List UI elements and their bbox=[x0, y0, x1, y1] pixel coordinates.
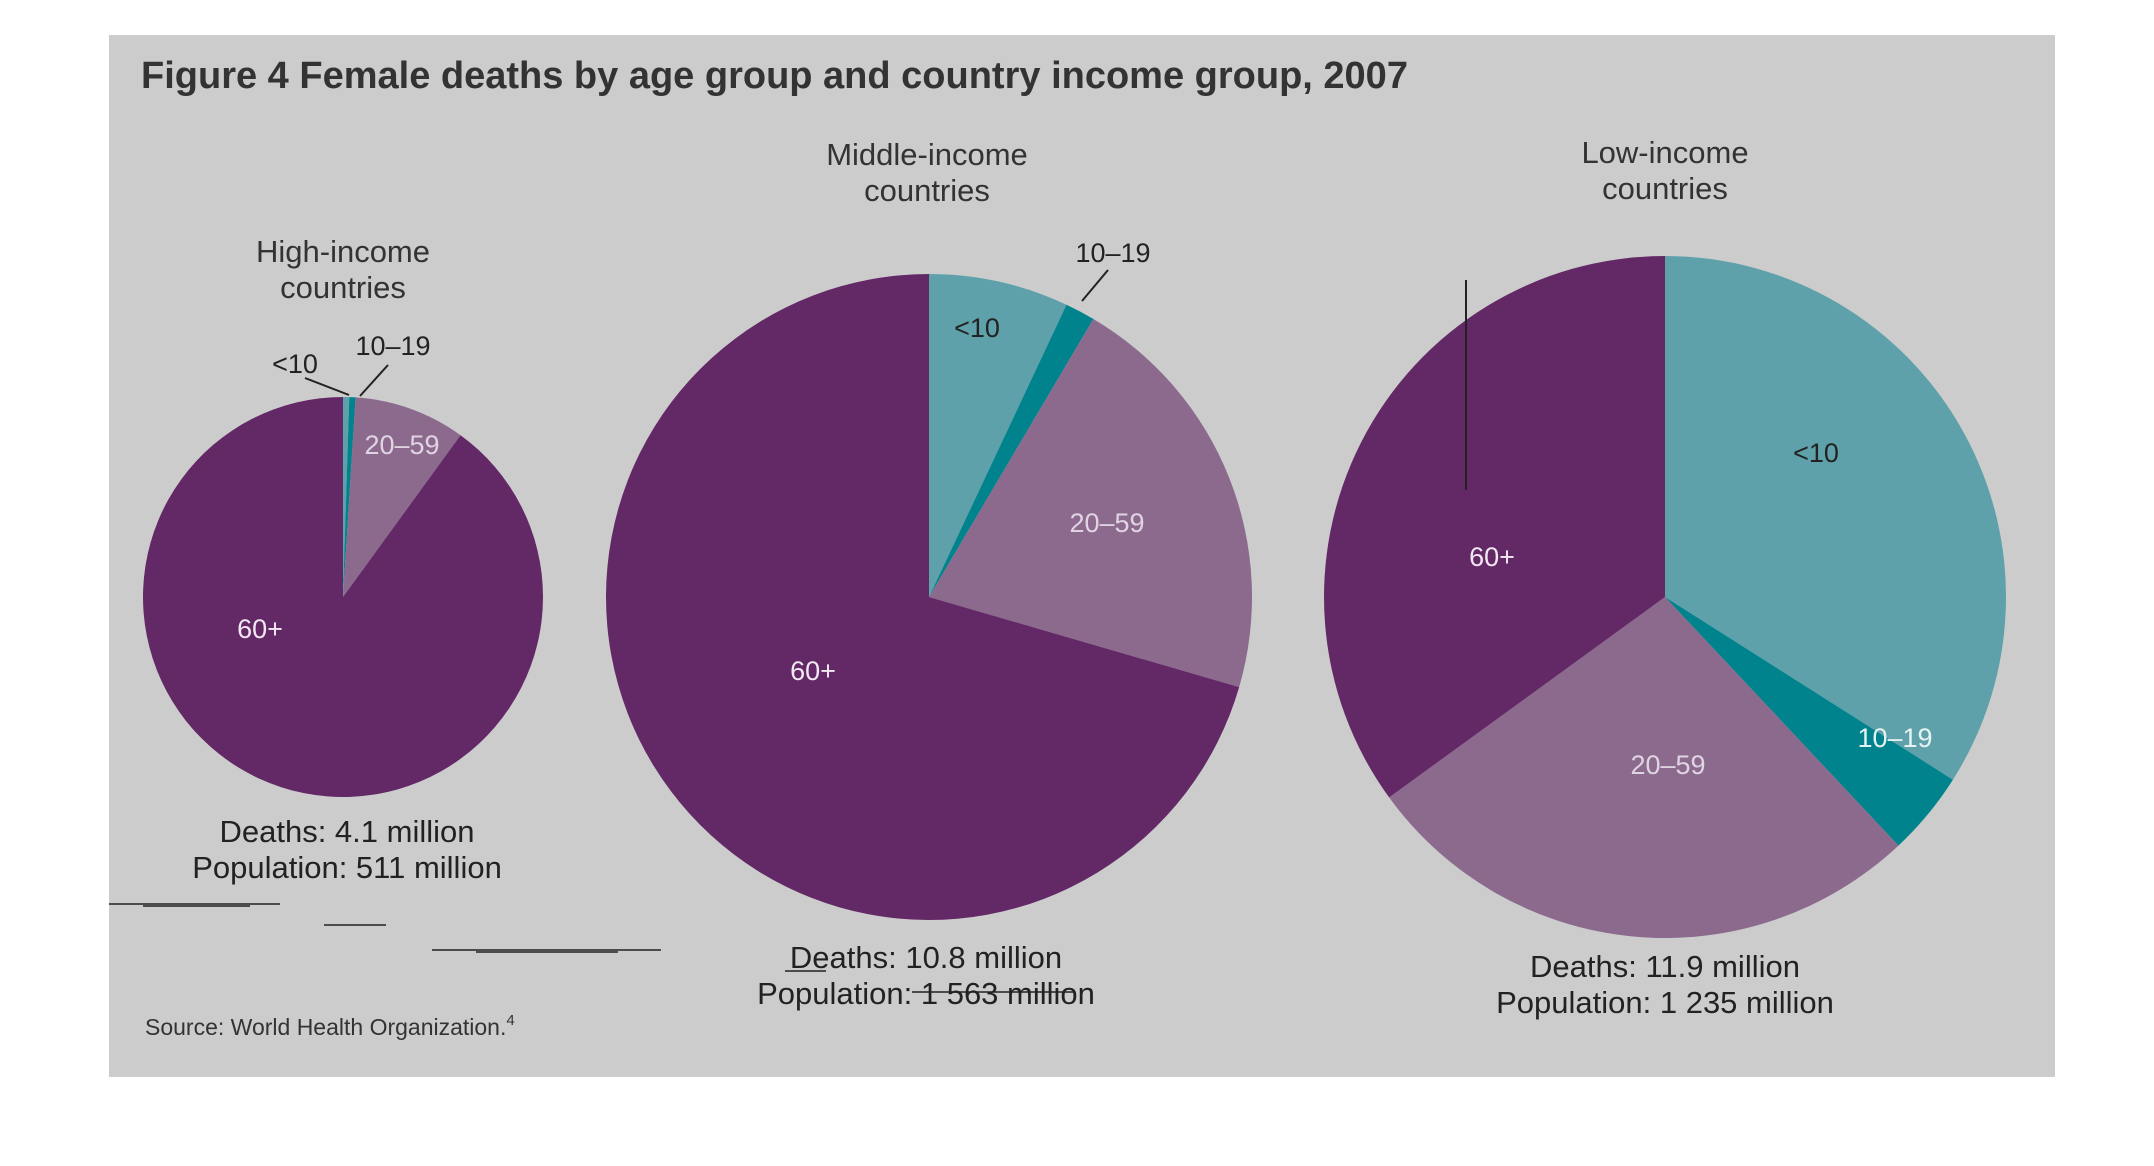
pie-slice-high-income-60plus bbox=[142, 397, 543, 798]
label-low-60plus: 60+ bbox=[1469, 542, 1515, 572]
pie-slice-middle-income-20-59 bbox=[929, 318, 1252, 688]
pie-title-middle-income-line1: Middle-income bbox=[826, 137, 1028, 172]
pie-slice-low-income-under10 bbox=[1665, 256, 2007, 780]
label-high-20-59: 20–59 bbox=[364, 430, 439, 460]
source-note: Source: World Health Organization.4 bbox=[145, 1012, 515, 1040]
pie-title-middle-income-line2: countries bbox=[864, 173, 990, 208]
label-high-under10: <10 bbox=[272, 349, 318, 379]
chart-title: Figure 4 Female deaths by age group and … bbox=[141, 55, 1408, 97]
pie-slice-low-income-60plus bbox=[1324, 256, 1665, 798]
source-superscript: 4 bbox=[506, 1012, 514, 1029]
source-text: Source: World Health Organization. bbox=[145, 1014, 506, 1040]
pie-slice-middle-income-10-19 bbox=[929, 304, 1094, 597]
pie-slice-high-income-20-59 bbox=[343, 397, 461, 597]
pie-slice-low-income-20-59 bbox=[1389, 597, 1899, 938]
deaths-middle-income: Deaths: 10.8 million bbox=[790, 940, 1062, 975]
label-low-10-19: 10–19 bbox=[1857, 723, 1932, 753]
pie-title-high-income-line1: High-income bbox=[256, 234, 430, 269]
pie-high-income bbox=[142, 397, 543, 798]
population-middle-income: Population: 1 563 million bbox=[757, 976, 1095, 1011]
pie-low-income bbox=[1324, 256, 2007, 938]
population-low-income: Population: 1 235 million bbox=[1496, 985, 1834, 1020]
label-low-20-59: 20–59 bbox=[1630, 750, 1705, 780]
leader-line-high-under10 bbox=[304, 377, 350, 396]
label-high-10-19: 10–19 bbox=[355, 331, 430, 361]
label-middle-60plus: 60+ bbox=[790, 656, 836, 686]
pie-title-low-income-line1: Low-income bbox=[1581, 135, 1748, 170]
pie-middle-income bbox=[605, 273, 1252, 920]
pie-title-high-income-line2: countries bbox=[280, 270, 406, 305]
deaths-low-income: Deaths: 11.9 million bbox=[1530, 949, 1800, 984]
pie-slice-high-income-under10 bbox=[343, 397, 350, 597]
pie-slice-high-income-10-19 bbox=[343, 397, 356, 597]
leader-line-middle-10-19 bbox=[1081, 269, 1109, 302]
population-high-income: Population: 511 million bbox=[192, 850, 502, 885]
leader-line-high-10-19 bbox=[359, 364, 389, 397]
deaths-high-income: Deaths: 4.1 million bbox=[219, 814, 474, 849]
label-middle-under10: <10 bbox=[954, 313, 1000, 343]
pie-slice-middle-income-under10 bbox=[929, 274, 1067, 597]
label-low-under10: <10 bbox=[1793, 438, 1839, 468]
label-high-60plus: 60+ bbox=[237, 614, 283, 644]
label-middle-10-19: 10–19 bbox=[1075, 238, 1150, 268]
pie-slice-low-income-10-19 bbox=[1665, 597, 1953, 846]
label-middle-20-59: 20–59 bbox=[1069, 508, 1144, 538]
pie-slice-middle-income-60plus bbox=[605, 273, 1240, 920]
pie-title-low-income-line2: countries bbox=[1602, 171, 1728, 206]
